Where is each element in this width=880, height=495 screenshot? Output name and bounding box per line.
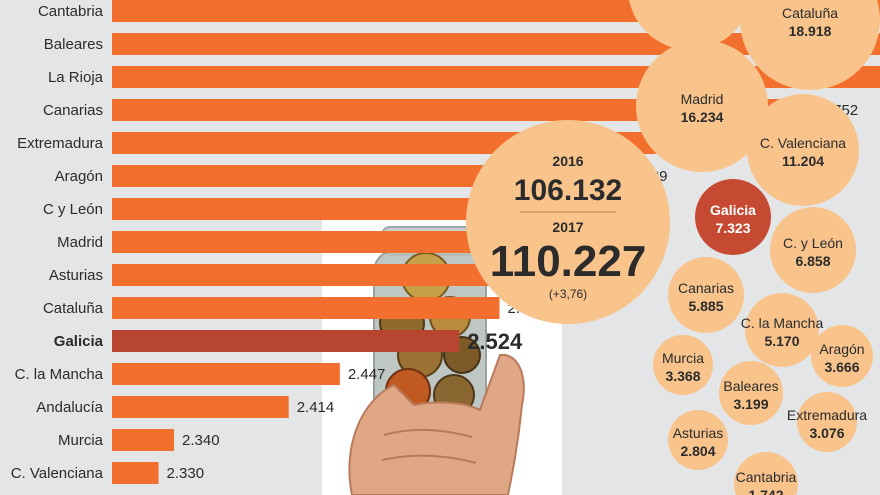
bar-category-label: Extremadura xyxy=(17,135,104,152)
bubble-value-label: 5.885 xyxy=(688,298,723,314)
total-value-2017: 110.227 xyxy=(490,237,647,286)
bubble xyxy=(636,40,768,172)
bar-category-label: Asturias xyxy=(49,267,103,284)
bar-category-label: Cataluña xyxy=(43,300,104,317)
bubble-name-label: Aragón xyxy=(819,341,864,357)
bar-category-label: Galicia xyxy=(54,333,104,350)
bar xyxy=(112,264,534,286)
total-year-2017: 2017 xyxy=(552,219,583,235)
bar xyxy=(112,363,340,385)
bar-category-label: C. Valenciana xyxy=(11,465,104,482)
bubble-name-label: C. Valenciana xyxy=(760,135,846,151)
bar-category-label: Madrid xyxy=(57,234,103,251)
bar-category-label: Cantabria xyxy=(38,3,104,20)
bubble-name-label: Extremadura xyxy=(787,407,867,423)
bubble-value-label: 18.918 xyxy=(789,23,832,39)
bubble-name-label: Asturias xyxy=(673,425,724,441)
bubble xyxy=(719,361,783,425)
bubble-name-label: Galicia xyxy=(710,202,756,218)
bubble-value-label: 1.742 xyxy=(748,487,783,495)
bar-value-label: 2.340 xyxy=(182,432,220,449)
bubble-value-label: 3.076 xyxy=(809,425,844,441)
bubble-name-label: Baleares xyxy=(723,378,778,394)
bubble-value-label: 3.666 xyxy=(824,359,859,375)
bar xyxy=(112,429,174,451)
bubble-chart: Cataluña 18.918 Madrid 16.234 C. Valenciana 1… xyxy=(629,0,880,495)
bubble xyxy=(653,335,713,395)
bar-category-label: Canarias xyxy=(43,102,103,119)
bubble-value-label: 2.804 xyxy=(680,443,715,459)
bar xyxy=(112,297,500,319)
bubble-value-label: 7.323 xyxy=(715,220,750,236)
bubble xyxy=(811,325,873,387)
bar-category-label: Aragón xyxy=(55,168,103,185)
bubble xyxy=(770,207,856,293)
bar-value-label: 2.524 xyxy=(467,329,523,354)
bubble xyxy=(668,257,744,333)
total-circle xyxy=(466,120,670,324)
bubble-name-label: C. y León xyxy=(783,235,843,251)
bubble-name-label: Madrid xyxy=(681,91,724,107)
bubble xyxy=(745,293,819,367)
total-bubble: 2016 106.132 2017 110.227(+3,76) xyxy=(466,120,670,324)
bar xyxy=(112,462,159,484)
bubble xyxy=(695,179,771,255)
total-value-2016: 106.132 xyxy=(514,174,622,207)
bar xyxy=(112,396,289,418)
bubble xyxy=(747,94,859,206)
bubble xyxy=(740,0,880,90)
bubble xyxy=(734,452,798,495)
total-change: (+3,76) xyxy=(549,287,587,301)
bar-category-label: Andalucía xyxy=(36,399,103,416)
bubble-value-label: 3.199 xyxy=(733,396,768,412)
bar-value-label: 2.447 xyxy=(348,366,386,383)
bubble-value-label: 11.204 xyxy=(782,153,824,169)
bubble-name-label: Canarias xyxy=(678,280,734,296)
bar xyxy=(112,330,460,352)
bubble-value-label: 6.858 xyxy=(795,253,830,269)
bubble-value-label: 3.368 xyxy=(665,368,700,384)
total-year-2016: 2016 xyxy=(552,153,583,169)
bubble-value-label: 16.234 xyxy=(681,109,724,125)
bubble xyxy=(797,392,857,452)
bar xyxy=(112,231,539,253)
bubble xyxy=(668,410,728,470)
bar-category-label: C y León xyxy=(43,201,103,218)
bubble-name-label: C. la Mancha xyxy=(741,315,824,331)
bubble-value-label: 5.170 xyxy=(764,333,799,349)
bubble-name-label: Cataluña xyxy=(782,5,838,21)
bar-category-label: Baleares xyxy=(44,36,103,53)
bubble-name-label: Murcia xyxy=(662,350,704,366)
bubble xyxy=(629,0,751,50)
bar-category-label: Murcia xyxy=(58,432,104,449)
bubble-name-label: Cantabria xyxy=(736,469,797,485)
bar-value-label: 2.414 xyxy=(297,399,335,416)
bar-value-label: 2.330 xyxy=(167,465,205,482)
bar-category-label: La Rioja xyxy=(48,69,104,86)
bar-category-label: C. la Mancha xyxy=(15,366,104,383)
